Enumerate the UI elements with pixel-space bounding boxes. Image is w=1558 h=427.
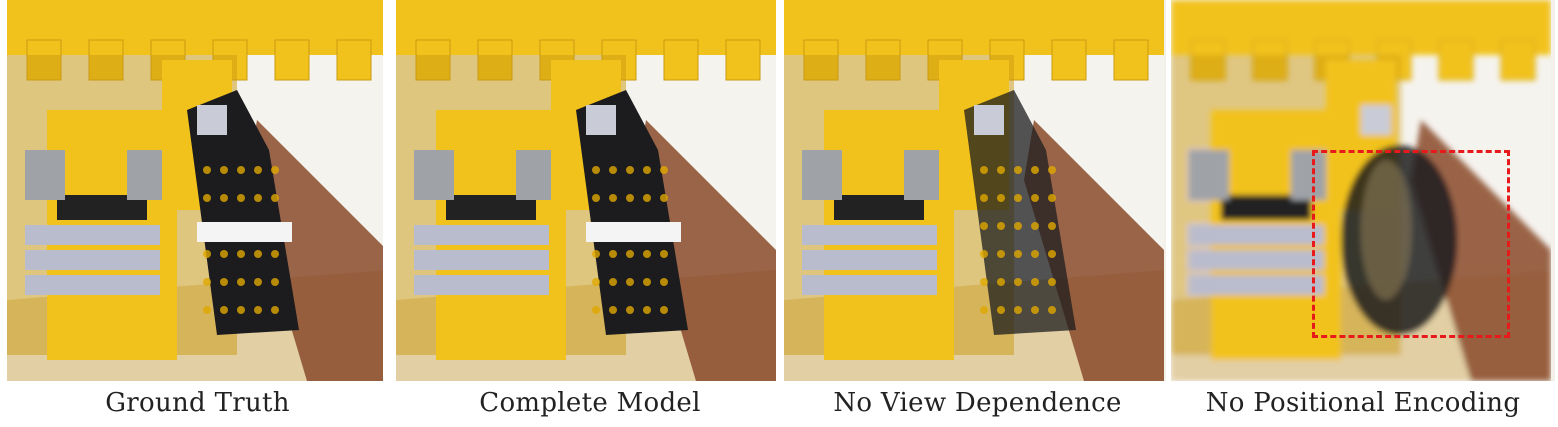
panel-no-positional-encoding <box>1171 0 1555 381</box>
caption-no-view-dependence: No View Dependence <box>833 388 1122 418</box>
panel-image <box>7 0 383 381</box>
panel-ground-truth <box>7 0 383 381</box>
panel-image <box>1171 0 1551 381</box>
panel-no-view-dependence <box>784 0 1166 381</box>
caption-no-positional-encoding: No Positional Encoding <box>1205 388 1521 418</box>
panel-image <box>784 0 1164 381</box>
caption-complete-model: Complete Model <box>479 388 701 418</box>
caption-ground-truth: Ground Truth <box>105 388 290 418</box>
panel-image <box>396 0 776 381</box>
panel-complete-model <box>396 0 776 381</box>
highlight-region-box <box>1312 150 1510 338</box>
